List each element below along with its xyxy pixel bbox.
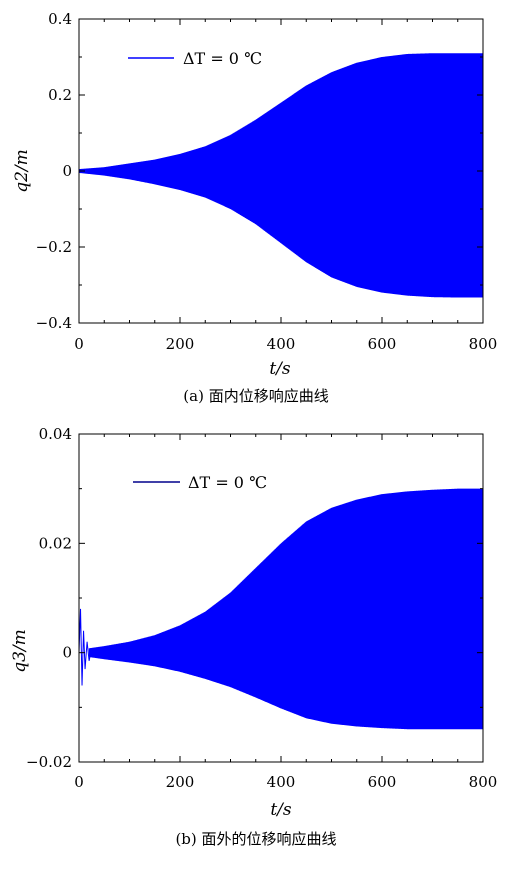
- x-axis-title-b: t/s: [270, 800, 292, 820]
- ticks-a: 0 200 400 600 800 −0.4 −0.2 0 0.2 0.4: [36, 10, 498, 353]
- figure-caption-b: (b) 面外的位移响应曲线: [175, 830, 337, 848]
- plot-area-a: [78, 53, 484, 298]
- y-tick-label: 0.2: [48, 86, 72, 104]
- y-tick-label: 0: [62, 162, 72, 180]
- x-tick-label: 200: [166, 773, 195, 791]
- y-axis-title-b: q3/m: [10, 629, 30, 673]
- y-tick-label: −0.02: [26, 753, 72, 771]
- x-tick-label: 400: [267, 773, 296, 791]
- y-tick-label: 0.4: [48, 10, 72, 28]
- x-tick-label: 800: [469, 773, 498, 791]
- x-tick-label: 800: [469, 335, 498, 353]
- series-line-a: [78, 53, 484, 298]
- y-tick-label: 0.04: [39, 425, 72, 443]
- series-line-b: [88, 488, 484, 730]
- y-tick-label: −0.2: [36, 238, 72, 256]
- y-tick-label: 0.02: [39, 534, 72, 552]
- y-tick-label: 0: [62, 644, 72, 662]
- plot-area-b: [78, 488, 484, 730]
- legend-label-a: ΔT = 0 ℃: [183, 49, 262, 68]
- y-axis-title-a: q2/m: [12, 149, 32, 193]
- x-tick-label: 0: [74, 335, 84, 353]
- x-tick-label: 400: [267, 335, 296, 353]
- x-tick-label: 600: [368, 773, 397, 791]
- y-tick-label: −0.4: [36, 314, 72, 332]
- series-transient-b: [78, 608, 93, 686]
- legend-label-b: ΔT = 0 ℃: [188, 473, 267, 492]
- legend-b: ΔT = 0 ℃: [133, 473, 267, 492]
- x-tick-label: 200: [166, 335, 195, 353]
- x-tick-label: 0: [74, 773, 84, 791]
- x-tick-label: 600: [368, 335, 397, 353]
- chart-panel-a: 0 200 400 600 800 −0.4 −0.2 0 0.2 0.4 ΔT = 0 ℃ t/…: [12, 10, 498, 379]
- x-axis-title-a: t/s: [269, 359, 291, 379]
- figure-caption-a: (a) 面内位移响应曲线: [183, 387, 329, 405]
- legend-a: ΔT = 0 ℃: [128, 49, 262, 68]
